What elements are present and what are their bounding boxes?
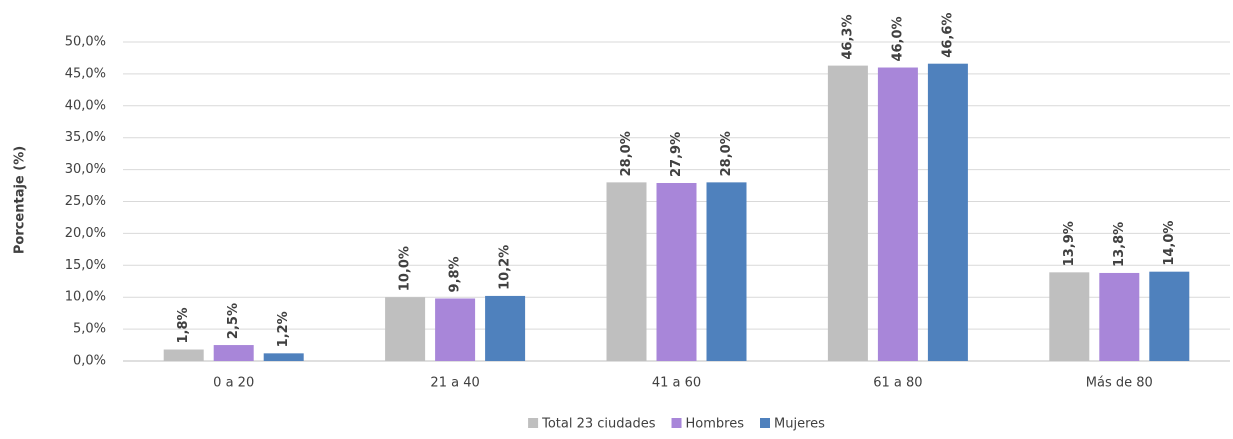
y-tick-label: 15,0% [65, 258, 106, 273]
value-label: 13,8% [1112, 222, 1127, 267]
y-tick-label: 50,0% [65, 35, 106, 50]
x-tick-label: 61 a 80 [873, 376, 922, 391]
y-tick-label: 40,0% [65, 98, 106, 113]
bar [656, 182, 697, 361]
bar [385, 297, 426, 361]
value-label: 28,0% [619, 131, 634, 176]
y-tick-label: 10,0% [65, 290, 106, 305]
bar [827, 65, 868, 361]
value-label: 27,9% [669, 132, 684, 177]
y-tick-label: 35,0% [65, 130, 106, 145]
x-tick-label: 0 a 20 [213, 376, 254, 391]
value-label: 9,8% [448, 256, 463, 292]
bar [213, 345, 254, 361]
legend-swatch [760, 418, 770, 428]
value-label: 13,9% [1062, 221, 1077, 266]
value-label: 2,5% [226, 303, 241, 339]
x-tick-label: Más de 80 [1086, 376, 1153, 391]
legend-label: Total 23 ciudades [541, 417, 656, 432]
bar [163, 349, 204, 361]
value-label: 14,0% [1162, 221, 1177, 266]
y-axis-title: Porcentaje (%) [13, 146, 28, 254]
legend-swatch [671, 418, 682, 428]
legend-label: Mujeres [774, 417, 825, 432]
y-tick-label: 25,0% [65, 194, 106, 209]
value-label: 1,8% [176, 307, 191, 343]
value-label: 10,0% [398, 246, 413, 291]
y-tick-label: 30,0% [65, 162, 106, 177]
value-label: 28,0% [719, 131, 734, 176]
value-label: 46,3% [840, 14, 855, 59]
value-label: 1,2% [276, 311, 291, 347]
y-tick-label: 20,0% [65, 226, 106, 241]
bar [485, 295, 526, 361]
bar [706, 182, 747, 361]
bar [877, 67, 918, 362]
value-label: 46,0% [890, 16, 905, 61]
bar [927, 63, 968, 361]
y-tick-label: 0,0% [73, 354, 106, 369]
bar [1099, 272, 1140, 361]
bar [606, 182, 647, 361]
value-label: 10,2% [498, 245, 513, 290]
x-tick-label: 41 a 60 [652, 376, 701, 391]
bar [435, 298, 476, 361]
value-label: 46,6% [940, 13, 955, 58]
x-tick-label: 21 a 40 [430, 376, 479, 391]
y-tick-label: 45,0% [65, 66, 106, 81]
bar [263, 353, 304, 361]
bar [1149, 271, 1190, 361]
y-tick-label: 5,0% [73, 322, 106, 337]
legend-label: Hombres [686, 417, 745, 432]
bar [1049, 272, 1090, 361]
legend-swatch [528, 418, 539, 428]
